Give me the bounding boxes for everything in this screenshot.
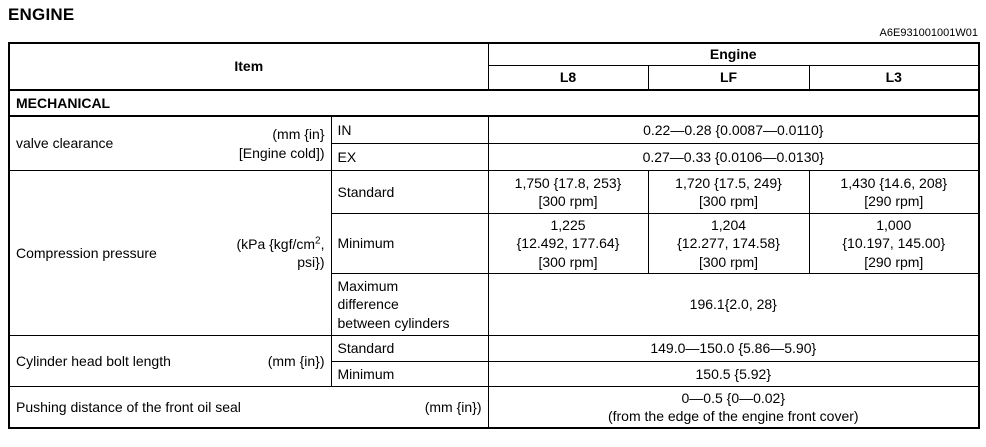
valve-clearance-label: valve clearance — [16, 135, 114, 152]
compression-label: Compression pressure — [16, 244, 157, 261]
pushing-distance-label: Pushing distance of the front oil seal — [16, 398, 241, 415]
value-valve-in: 0.22—0.28 {0.0087—0.0110} — [487, 115, 980, 144]
page-title: ENGINE — [8, 5, 75, 24]
header-col-l3: L3 — [808, 64, 980, 91]
value-compression-standard-l8: 1,750 {17.8, 253} [300 rpm] — [487, 169, 649, 214]
sub-head-bolt-minimum: Minimum — [330, 360, 489, 387]
value-head-bolt-standard: 149.0—150.0 {5.86—5.90} — [487, 334, 980, 362]
page: ENGINE A6E931001001W01 Item Engine L8 LF… — [8, 5, 981, 430]
row-compression-minimum: Minimum 1,225 {12.492, 177.64} [300 rpm]… — [9, 212, 980, 274]
header-col-lf: LF — [647, 64, 810, 91]
head-bolt-unit: (mm {in}) — [267, 352, 325, 369]
head-bolt-label: Cylinder head bolt length — [16, 352, 171, 369]
value-compression-minimum-lf: 1,204 {12.277, 174.58} [300 rpm] — [647, 212, 810, 274]
doc-code: A6E931001001W01 — [879, 27, 978, 39]
value-pushing-distance: 0—0.5 {0—0.02} (from the edge of the eng… — [487, 385, 980, 429]
sub-head-bolt-standard: Standard — [330, 334, 489, 362]
sub-standard: Standard — [330, 169, 489, 214]
engine-spec-table: Item Engine L8 LF L3 MECHANICAL valve cl… — [8, 42, 981, 430]
item-cylinder-head-bolt: Cylinder head bolt length (mm {in}) — [8, 334, 332, 387]
sub-ex: EX — [330, 142, 489, 171]
sub-minimum: Minimum — [330, 212, 489, 274]
header-item: Item — [8, 42, 489, 91]
header-row-engine: Item Engine — [8, 42, 980, 91]
value-head-bolt-minimum: 150.5 {5.92} — [487, 360, 980, 387]
item-valve-clearance: valve clearance (mm {in} [Engine cold]) — [8, 115, 332, 171]
value-compression-minimum-l3: 1,000 {10.197, 145.00} [290 rpm] — [808, 212, 980, 274]
value-compression-standard-l3: 1,430 {14.6, 208} [290 rpm] — [808, 169, 980, 214]
sub-in: IN — [330, 115, 489, 144]
row-compression-standard: Compression pressure (kPa {kgf/cm2, psi})… — [8, 169, 980, 336]
item-pushing-distance: Pushing distance of the front oil seal (m… — [8, 385, 489, 429]
pushing-distance-unit: (mm {in}) — [424, 398, 482, 415]
section-label-mechanical: MECHANICAL — [8, 88, 980, 118]
row-pushing-distance: Pushing distance of the front oil seal (m… — [8, 385, 980, 429]
header-row-columns: L8 LF L3 — [9, 64, 980, 91]
row-compression-max-difference: Maximum difference between cylinders 196… — [9, 272, 980, 336]
header-col-l8: L8 — [487, 64, 649, 91]
row-head-bolt-standard: Cylinder head bolt length (mm {in}) Stand… — [8, 334, 980, 387]
value-compression-standard-lf: 1,720 {17.5, 249} [300 rpm] — [647, 169, 810, 214]
compression-unit: (kPa {kgf/cm2, psi}) — [236, 234, 325, 270]
row-valve-clearance-in: valve clearance (mm {in} [Engine cold]) I… — [8, 115, 980, 171]
header-engine: Engine — [487, 42, 980, 66]
item-compression-pressure: Compression pressure (kPa {kgf/cm2, psi}) — [8, 169, 332, 336]
section-row: MECHANICAL — [8, 88, 980, 118]
row-valve-clearance-ex: EX 0.27—0.33 {0.0106—0.0130} — [9, 142, 980, 171]
value-compression-max-difference: 196.1{2.0, 28} — [487, 272, 980, 336]
value-compression-minimum-l8: 1,225 {12.492, 177.64} [300 rpm] — [487, 212, 649, 274]
value-valve-ex: 0.27—0.33 {0.0106—0.0130} — [487, 142, 980, 171]
valve-clearance-unit: (mm {in} [Engine cold]) — [238, 126, 325, 161]
sub-max-difference: Maximum difference between cylinders — [330, 272, 489, 336]
